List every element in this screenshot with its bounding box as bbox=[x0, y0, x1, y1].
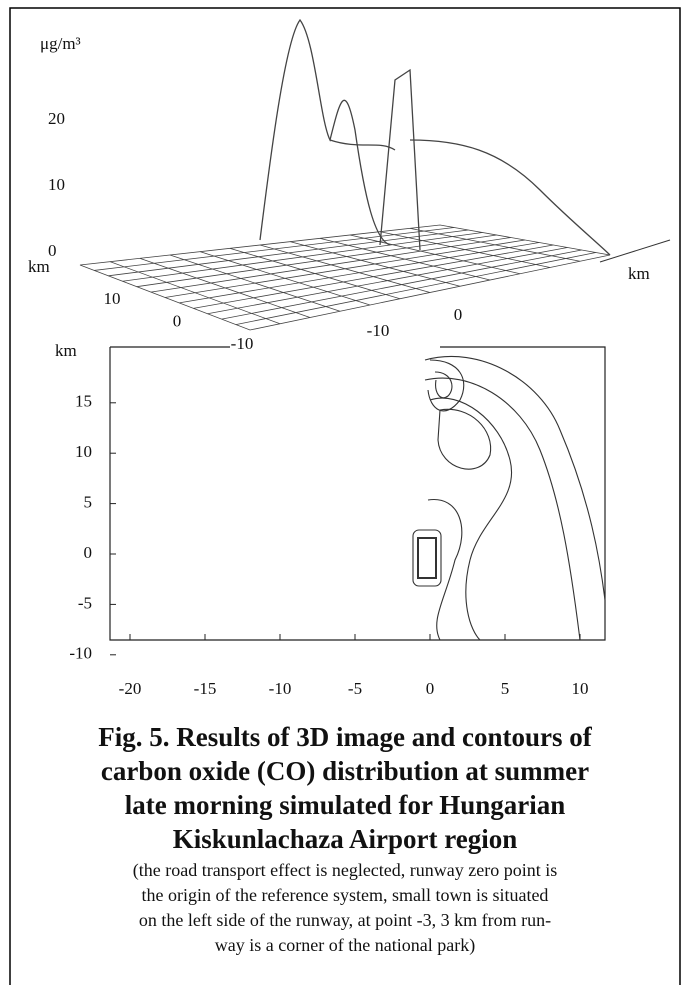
contour bbox=[437, 408, 492, 470]
surface-ridge bbox=[329, 139, 611, 256]
x-tick-label: -15 bbox=[194, 679, 217, 698]
caption-title: Fig. 5. Results of 3D image and contours… bbox=[98, 722, 592, 752]
x-tick-label: -5 bbox=[348, 679, 362, 698]
right-tick-label: 0 bbox=[454, 305, 463, 324]
frame bbox=[9, 7, 681, 985]
mesh-line bbox=[289, 241, 461, 287]
right-tick-label: -10 bbox=[367, 321, 390, 340]
runway-contour bbox=[412, 529, 442, 587]
surface-plot: μg/m³ km km bbox=[28, 18, 671, 331]
mesh-line bbox=[235, 252, 596, 325]
x-tick-label: -10 bbox=[269, 679, 292, 698]
mesh-line bbox=[379, 231, 551, 268]
contour bbox=[424, 377, 581, 641]
caption-note: way is a corner of the national park) bbox=[215, 935, 475, 956]
z-tick-label: 20 bbox=[48, 109, 65, 128]
left-tick-label: 0 bbox=[173, 311, 182, 330]
y-tick-label: -5 bbox=[78, 593, 92, 612]
surface-mesh bbox=[94, 227, 596, 325]
caption-title: late morning simulated for Hungarian bbox=[125, 790, 566, 820]
runway-contour bbox=[417, 537, 437, 579]
caption-note: (the road transport effect is neglected,… bbox=[133, 860, 558, 881]
surface-peak bbox=[259, 18, 391, 246]
contour bbox=[429, 397, 513, 641]
mesh-line bbox=[409, 227, 581, 262]
surface-peak bbox=[379, 68, 421, 251]
x-tick-label: 0 bbox=[426, 679, 435, 698]
mesh-line bbox=[193, 244, 554, 309]
caption-note: the origin of the reference system, smal… bbox=[142, 885, 549, 905]
left-axis-label: km bbox=[28, 257, 50, 276]
z-unit: μg/m³ bbox=[40, 34, 81, 53]
z-tick-label: 10 bbox=[48, 175, 65, 194]
plot-frame bbox=[109, 346, 606, 641]
contour bbox=[427, 499, 463, 641]
x-tick-label: 10 bbox=[572, 679, 589, 698]
contour bbox=[427, 359, 465, 412]
contour bbox=[434, 371, 453, 399]
contour-plot: km bbox=[55, 341, 606, 641]
mesh-line bbox=[349, 234, 521, 275]
y-tick-label: 10 bbox=[75, 442, 92, 461]
y-tick-label: -10 bbox=[69, 644, 92, 663]
caption-note: on the left side of the runway, at point… bbox=[139, 910, 551, 930]
y-tick-label: 0 bbox=[84, 543, 93, 562]
y-tick-label: 15 bbox=[75, 392, 92, 411]
y-tick-label: 5 bbox=[84, 493, 93, 512]
contour bbox=[424, 355, 606, 601]
caption-title: Kiskunlachaza Airport region bbox=[173, 824, 518, 854]
left-tick-label: 10 bbox=[104, 289, 121, 308]
y-axis-label: km bbox=[55, 341, 77, 360]
caption-title: carbon oxide (CO) distribution at summer bbox=[101, 756, 589, 786]
axis-line bbox=[599, 239, 671, 263]
left-tick-label: -10 bbox=[231, 334, 254, 353]
caption: Fig. 5. Results of 3D image and contours… bbox=[98, 722, 592, 956]
x-tick-label: 5 bbox=[501, 679, 510, 698]
x-tick-label: -20 bbox=[119, 679, 142, 698]
right-axis-label: km bbox=[628, 264, 650, 283]
z-tick-label: 0 bbox=[48, 241, 57, 260]
